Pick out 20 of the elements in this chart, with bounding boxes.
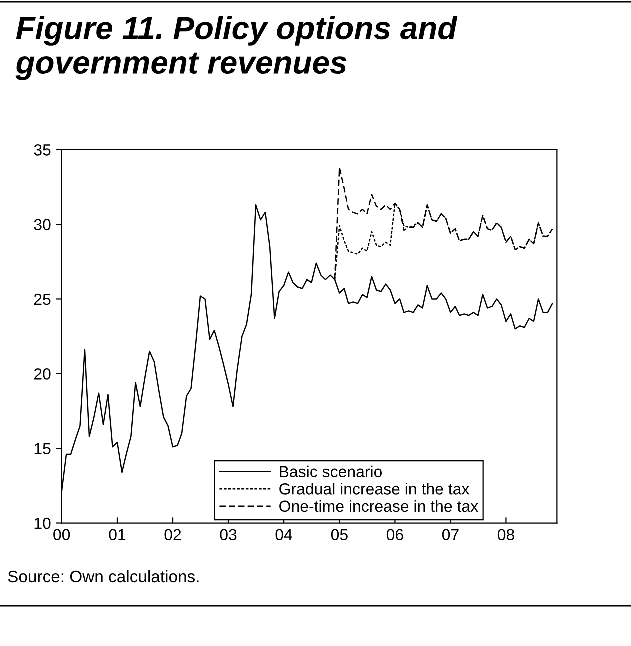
y-tick-label: 25 [34, 294, 51, 306]
legend-label: Basic scenario [280, 466, 382, 478]
source-note: Source: Own calculations. [8, 570, 199, 583]
y-tick-label: 30 [34, 219, 51, 230]
x-tick-label: 02 [164, 529, 182, 541]
legend-label: One-time increase in the tax [280, 500, 478, 512]
y-tick-label: 15 [34, 443, 51, 455]
y-tick-label: 20 [34, 368, 51, 380]
y-tick-label: 10 [34, 518, 51, 530]
x-tick-label: 00 [54, 529, 70, 541]
x-tick-label: 08 [498, 529, 514, 541]
x-tick-label: 06 [386, 529, 404, 541]
x-tick-label: 07 [442, 529, 459, 541]
y-tick-label: 35 [34, 144, 51, 156]
legend-label: Gradual increase in the tax [280, 483, 470, 495]
x-tick-label: 04 [276, 529, 292, 541]
chart-title: Figure 11. Policy options and government revenues [16, 16, 458, 80]
x-tick-label: 01 [109, 529, 126, 541]
x-tick-label: 05 [331, 529, 348, 541]
x-tick-label: 03 [220, 529, 237, 541]
